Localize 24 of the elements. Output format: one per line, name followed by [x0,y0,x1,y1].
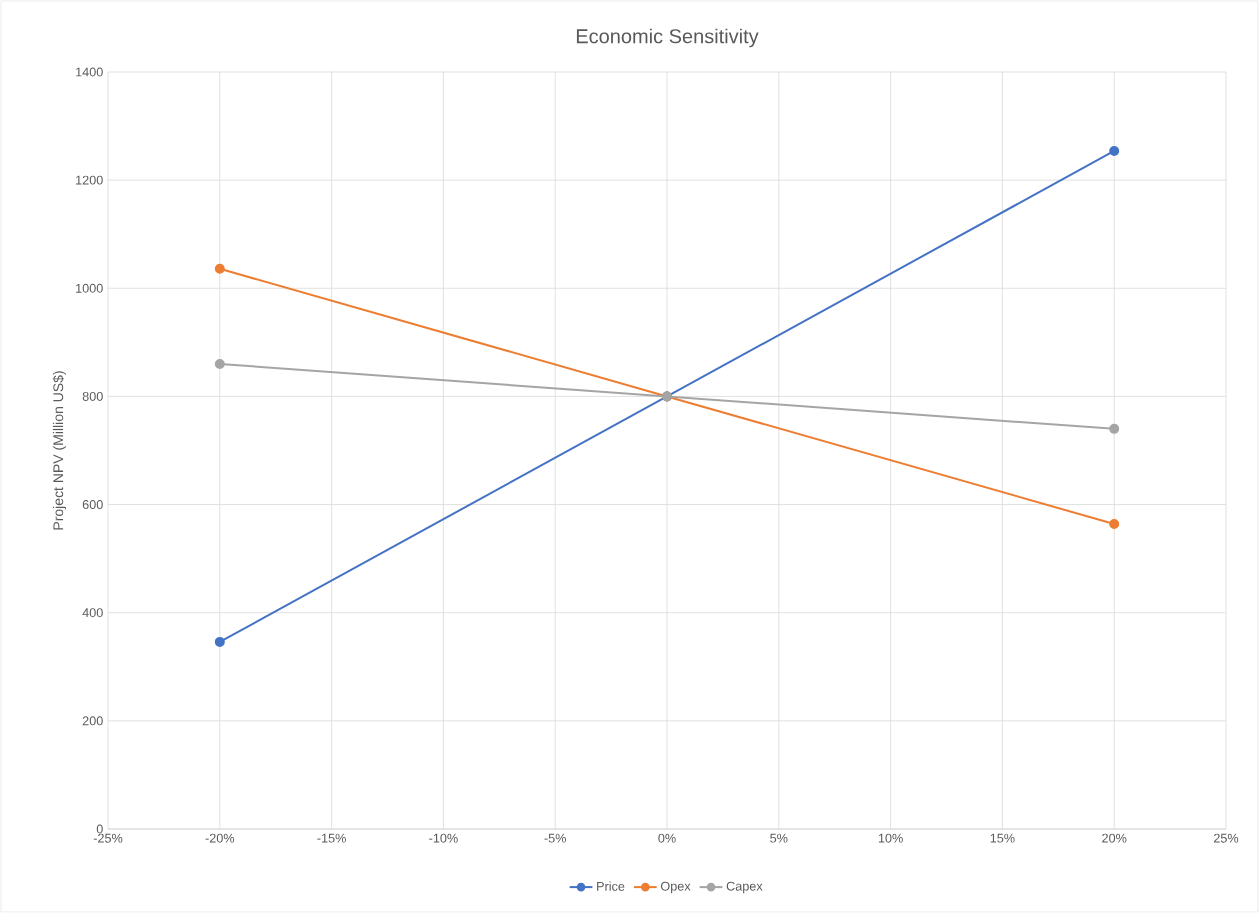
x-tick-label: -10% [429,833,458,843]
y-tick-label: 1000 [76,283,103,293]
y-tick-label: 400 [82,608,103,618]
legend-label: Capex [726,881,763,894]
x-tick-label: 5% [770,833,788,843]
x-tick-label: 25% [1213,833,1239,843]
x-tick-label: 15% [990,833,1015,843]
x-tick-label: 0% [658,833,676,843]
x-tick-label: 10% [878,833,903,843]
x-tick-label: -20% [205,833,235,843]
y-tick-label: 0 [96,824,103,834]
y-tick-label: 1200 [76,175,103,185]
legend-label: Price [597,881,625,891]
x-tick-label: -15% [317,833,346,843]
y-tick-label: 800 [82,391,103,401]
legend-label: Opex [660,881,691,894]
chart-title: Economic Sensitivity [576,28,759,48]
y-axis-title: Project NPV (Million US$) [52,371,66,530]
x-tick-label: -25% [93,833,123,843]
y-tick-label: 600 [82,500,103,510]
y-tick-label: 1400 [76,67,103,77]
y-tick-label: 200 [82,716,103,726]
x-tick-label: 20% [1102,833,1127,843]
x-tick-label: -5% [544,833,567,843]
